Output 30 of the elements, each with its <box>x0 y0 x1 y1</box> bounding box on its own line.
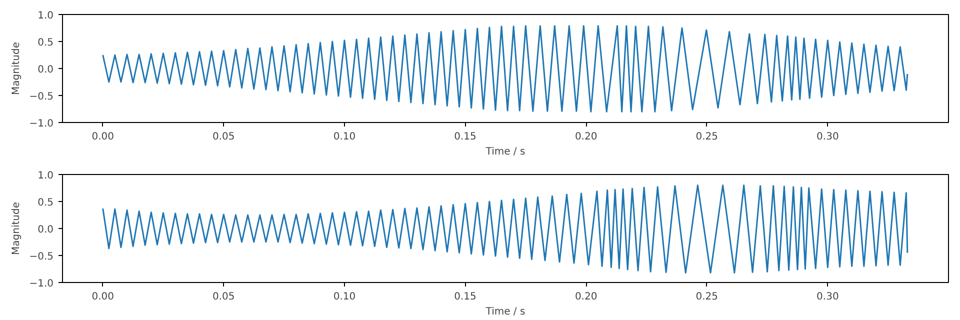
y-tick-label: 0.5 <box>38 198 54 208</box>
y-tick-label: 0.0 <box>38 64 54 76</box>
y-tick-label: −0.5 <box>29 252 54 262</box>
y-axis-title: Magnitude <box>11 202 22 255</box>
line-series <box>102 184 908 274</box>
y-tick-label: 1.0 <box>38 170 54 182</box>
x-tick-label: 0.05 <box>212 132 235 142</box>
x-tick-label: 0.25 <box>696 132 718 142</box>
x-tick-label: 0.20 <box>574 292 598 302</box>
x-tick-label: 0.05 <box>212 292 235 302</box>
x-tick-label: 0.30 <box>816 292 839 302</box>
line-series <box>102 25 908 112</box>
y-tick-label: 1.0 <box>38 10 54 22</box>
x-tick-label: 0.25 <box>696 292 718 302</box>
y-tick-label: 0.5 <box>38 38 54 48</box>
y-axis-title: Magnitude <box>11 42 22 95</box>
x-tick-label: 0.15 <box>454 132 476 142</box>
x-tick-label: 0.00 <box>92 132 114 142</box>
x-tick-label: 0.20 <box>574 132 598 142</box>
x-tick-label: 0.15 <box>454 292 476 302</box>
x-axis-title: Time / s <box>484 146 526 158</box>
x-tick-label: 0.10 <box>333 292 356 302</box>
y-tick-label: −0.5 <box>29 92 54 102</box>
x-tick-label: 0.30 <box>816 132 839 142</box>
x-tick-label: 0.00 <box>92 292 114 302</box>
y-tick-label: −1.0 <box>29 278 54 290</box>
y-tick-label: 0.0 <box>38 224 54 236</box>
x-tick-label: 0.10 <box>333 132 356 142</box>
x-axis-title: Time / s <box>484 306 526 318</box>
y-tick-label: −1.0 <box>29 118 54 130</box>
